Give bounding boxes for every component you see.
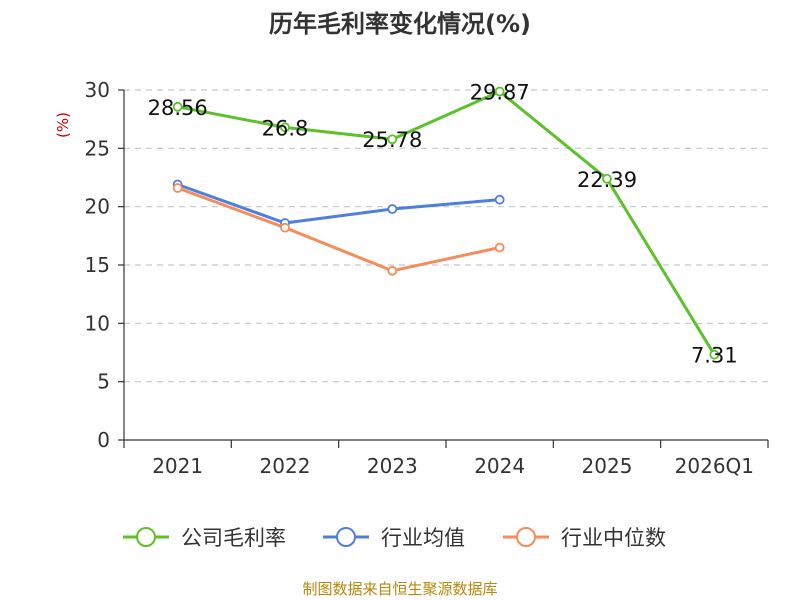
chart-title: 历年毛利率变化情况(%) xyxy=(269,10,531,38)
x-tick-label: 2024 xyxy=(474,454,525,478)
data-point-0-5 xyxy=(709,349,720,360)
y-tick-label: 30 xyxy=(85,78,110,102)
data-label: 26.8 xyxy=(262,116,309,140)
data-point-0-4 xyxy=(602,173,612,184)
x-tick-labels: 2021 2022 2023 2024 2025 2026Q1 xyxy=(152,454,754,478)
data-label: 28.56 xyxy=(148,96,208,120)
gridlines xyxy=(124,89,768,383)
y-tick-label: 5 xyxy=(97,370,110,394)
series-line-2 xyxy=(177,186,500,273)
x-tick-label: 2026Q1 xyxy=(675,454,754,478)
data-point-0-3 xyxy=(494,86,505,97)
y-tick-label: 0 xyxy=(97,428,110,452)
legend-label: 行业均值 xyxy=(381,526,465,550)
data-labels: 28.56 26.8 25.78 29.87 22.39 7.31 xyxy=(148,81,738,368)
legend-marker-2 xyxy=(516,527,536,547)
series-group xyxy=(172,86,720,360)
source-note: 制图数据来自恒生聚源数据库 xyxy=(302,580,497,598)
legend: 公司毛利率 行业均值 行业中位数 xyxy=(123,526,666,550)
series-line-0 xyxy=(177,90,716,356)
data-point-2-1 xyxy=(280,222,290,233)
legend-label: 行业中位数 xyxy=(561,526,666,550)
data-point-1-3 xyxy=(494,194,505,205)
data-point-0-1 xyxy=(280,122,290,133)
y-tick-label: 25 xyxy=(85,136,110,160)
series-line-1 xyxy=(177,183,500,225)
data-label: 22.39 xyxy=(577,168,637,192)
y-tick-labels: 0 5 10 15 20 25 30 xyxy=(85,78,110,452)
legend-label: 公司毛利率 xyxy=(181,526,286,550)
y-tick-label: 20 xyxy=(85,195,110,219)
x-tick-label: 2025 xyxy=(582,454,633,478)
legend-marker-0 xyxy=(136,527,156,547)
data-point-2-2 xyxy=(387,265,398,276)
data-point-1-2 xyxy=(387,204,398,214)
y-tick-label: 15 xyxy=(85,253,110,277)
x-tick-label: 2022 xyxy=(260,454,311,478)
axes xyxy=(118,89,769,448)
x-tick-label: 2021 xyxy=(152,454,203,478)
data-label: 25.78 xyxy=(362,128,422,152)
y-tick-label: 10 xyxy=(85,311,110,335)
data-point-2-0 xyxy=(172,183,183,193)
x-tick-label: 2023 xyxy=(367,454,418,478)
data-label: 7.31 xyxy=(691,344,738,368)
data-label: 29.87 xyxy=(470,81,530,105)
y-axis-unit: (%) xyxy=(54,112,72,138)
data-point-0-0 xyxy=(172,101,183,112)
legend-marker-1 xyxy=(336,527,356,547)
data-point-2-3 xyxy=(494,242,505,253)
data-point-0-2 xyxy=(387,134,398,145)
